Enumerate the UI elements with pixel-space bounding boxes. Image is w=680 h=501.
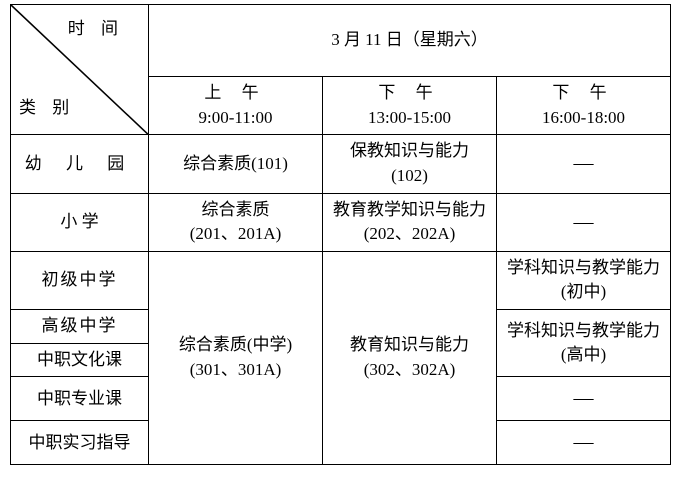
cell-kinder-afternoon2: — [497, 135, 671, 193]
cell-middle-afternoon1: 教育知识与能力 (302、302A) [323, 251, 497, 465]
session-afternoon2: 下 午 16:00-18:00 [497, 77, 671, 135]
cell-mid-m-l2: (301、301A) [190, 360, 282, 379]
category-voc-culture: 中职文化课 [11, 343, 149, 377]
category-kindergarten: 幼 儿 园 [11, 135, 149, 193]
cell-primary-a1-l1: 教育教学知识与能力 [333, 200, 486, 219]
category-primary: 小 学 [11, 193, 149, 251]
cell-voc-major-afternoon2: — [497, 377, 671, 421]
session-afternoon2-label: 下 午 [552, 83, 614, 102]
header-time-label: 时 间 [68, 17, 124, 42]
session-afternoon1: 下 午 13:00-15:00 [323, 77, 497, 135]
category-voc-major: 中职专业课 [11, 377, 149, 421]
schedule-table: 时 间 类 别 3 月 11 日（星期六） 上 午 9:00-11:00 下 午… [10, 4, 671, 465]
cell-mid-a1-l1: 教育知识与能力 [350, 335, 469, 354]
cell-kinder-afternoon1: 保教知识与能力 (102) [323, 135, 497, 193]
cell-senior-a2-l2: (高中) [561, 345, 606, 364]
cell-voc-intern-afternoon2: — [497, 421, 671, 465]
cell-junior-afternoon2: 学科知识与教学能力 (初中) [497, 251, 671, 309]
header-row-1: 时 间 类 别 3 月 11 日（星期六） [11, 5, 671, 77]
session-morning: 上 午 9:00-11:00 [149, 77, 323, 135]
cell-senior-a2-l1: 学科知识与教学能力 [507, 321, 660, 340]
session-morning-time: 9:00-11:00 [199, 108, 273, 127]
cell-mid-m-l1: 综合素质(中学) [179, 335, 292, 354]
row-primary: 小 学 综合素质 (201、201A) 教育教学知识与能力 (202、202A)… [11, 193, 671, 251]
category-junior: 初级中学 [11, 251, 149, 309]
session-afternoon1-label: 下 午 [378, 83, 440, 102]
cell-junior-a2-l1: 学科知识与教学能力 [507, 258, 660, 277]
date-header: 3 月 11 日（星期六） [149, 5, 671, 77]
cell-primary-morning: 综合素质 (201、201A) [149, 193, 323, 251]
cell-primary-afternoon2: — [497, 193, 671, 251]
session-afternoon1-time: 13:00-15:00 [368, 108, 451, 127]
session-afternoon2-time: 16:00-18:00 [542, 108, 625, 127]
session-morning-label: 上 午 [204, 83, 266, 102]
row-kindergarten: 幼 儿 园 综合素质(101) 保教知识与能力 (102) — [11, 135, 671, 193]
cell-junior-a2-l2: (初中) [561, 282, 606, 301]
header-category-label: 类 别 [19, 96, 75, 121]
cell-primary-m-l2: (201、201A) [190, 224, 282, 243]
cell-primary-m-l1: 综合素质 [202, 200, 270, 219]
category-voc-intern: 中职实习指导 [11, 421, 149, 465]
cell-primary-afternoon1: 教育教学知识与能力 (202、202A) [323, 193, 497, 251]
cell-primary-a1-l2: (202、202A) [364, 224, 456, 243]
category-senior: 高级中学 [11, 310, 149, 344]
cell-kinder-a1-l2: (102) [391, 166, 428, 185]
cell-senior-afternoon2: 学科知识与教学能力 (高中) [497, 310, 671, 377]
row-junior: 初级中学 综合素质(中学) (301、301A) 教育知识与能力 (302、30… [11, 251, 671, 309]
diagonal-header-cell: 时 间 类 别 [11, 5, 149, 135]
cell-middle-morning: 综合素质(中学) (301、301A) [149, 251, 323, 465]
cell-kinder-a1-l1: 保教知识与能力 [350, 141, 469, 160]
cell-kinder-morning: 综合素质(101) [149, 135, 323, 193]
cell-mid-a1-l2: (302、302A) [364, 360, 456, 379]
